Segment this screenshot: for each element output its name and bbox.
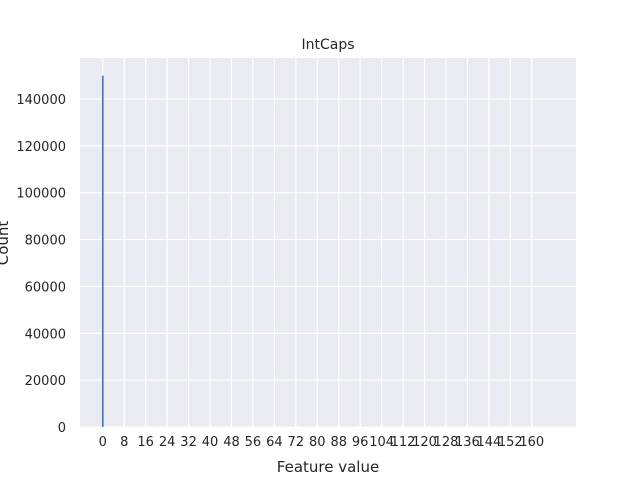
x-tick-label: 48	[223, 435, 240, 450]
chart-title: IntCaps	[301, 37, 354, 53]
x-axis-label: Feature value	[277, 458, 379, 476]
x-tick-label: 96	[352, 435, 369, 450]
x-tick-label: 120	[412, 435, 437, 450]
x-tick-label: 40	[202, 435, 219, 450]
x-tick-label: 160	[519, 435, 544, 450]
x-tick-label: 128	[434, 435, 459, 450]
plot-background	[80, 58, 576, 427]
x-tick-label: 56	[245, 435, 262, 450]
x-tick-label: 24	[159, 435, 176, 450]
y-tick-label: 60000	[25, 280, 66, 295]
x-tick-label: 64	[266, 435, 283, 450]
y-tick-label: 120000	[16, 140, 66, 155]
y-tick-labels: 0 20000 40000 60000 80000 100000 120000 140000	[16, 93, 66, 436]
y-tick-label: 80000	[25, 234, 66, 249]
x-tick-label: 80	[309, 435, 326, 450]
x-tick-label: 0	[99, 435, 107, 450]
x-tick-label: 88	[330, 435, 347, 450]
x-tick-label: 112	[391, 435, 416, 450]
x-tick-label: 16	[137, 435, 154, 450]
x-tick-label: 72	[288, 435, 305, 450]
y-tick-label: 40000	[25, 327, 66, 342]
y-axis-label: Count	[0, 221, 12, 266]
y-tick-label: 140000	[16, 93, 66, 108]
x-tick-labels: 0 8 16 24 32 40 48 56 64 72 80 88 96 1041121201281361…	[99, 435, 545, 450]
x-tick-label: 104	[369, 435, 394, 450]
bars	[101, 75, 104, 428]
y-tick-label: 20000	[25, 374, 66, 389]
x-tick-label: 144	[476, 435, 501, 450]
x-tick-label: 8	[120, 435, 128, 450]
x-tick-label: 136	[455, 435, 480, 450]
x-tick-label: 32	[180, 435, 197, 450]
grid-lines	[80, 58, 576, 428]
y-tick-label: 100000	[16, 187, 66, 202]
y-tick-label: 0	[58, 421, 66, 436]
histogram-bar	[101, 75, 104, 428]
x-tick-label: 152	[498, 435, 523, 450]
